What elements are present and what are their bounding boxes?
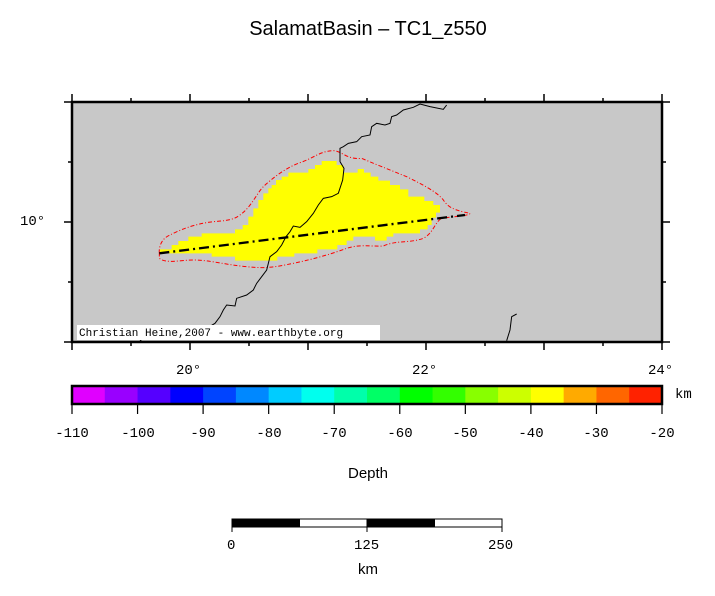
scale-bar — [231, 518, 503, 532]
basin-outline-contour — [158, 150, 471, 269]
colorbar-tick-label: -70 — [321, 426, 347, 442]
basin-depth-fill — [159, 160, 440, 261]
colorbar-bin — [563, 386, 597, 404]
colorbar-tick-label: -20 — [649, 426, 675, 442]
colorbar-tick-label: -90 — [190, 426, 216, 442]
scalebar-segment — [231, 518, 300, 528]
colorbar-bin — [596, 386, 630, 404]
colorbar-bin — [334, 386, 368, 404]
colorbar-bin — [399, 386, 434, 404]
scalebar-unit: km — [358, 561, 378, 578]
lat-label-10: 10° — [20, 214, 46, 230]
scalebar-segment — [366, 518, 435, 528]
country-border-east — [506, 313, 517, 341]
lon-label-24: 24° — [648, 363, 674, 379]
lon-label-22: 22° — [412, 363, 438, 379]
colorbar-bin — [104, 386, 139, 404]
colorbar-tick-label: -100 — [121, 426, 155, 442]
colorbar-unit: km — [675, 387, 692, 403]
colorbar-bin — [498, 386, 532, 404]
colorbar-label: Depth — [347, 465, 389, 482]
colorbar-bin — [629, 386, 663, 404]
colorbar-bin — [530, 386, 565, 404]
colorbar-tick-label: -40 — [518, 426, 544, 442]
colorbar-tick-label: -50 — [452, 426, 478, 442]
colorbar-bin — [301, 386, 335, 404]
colorbar — [70, 384, 664, 414]
credit-background — [77, 325, 380, 340]
scalebar-label-250: 250 — [488, 538, 514, 554]
colorbar-tick-label: -60 — [387, 426, 413, 442]
colorbar-tick-label: -110 — [55, 426, 89, 442]
colorbar-tick-label: -30 — [583, 426, 609, 442]
scalebar-label-125: 125 — [354, 538, 380, 554]
colorbar-bin — [72, 386, 106, 404]
colorbar-bin — [268, 386, 302, 404]
colorbar-bin — [170, 386, 204, 404]
colorbar-bin — [235, 386, 270, 404]
colorbar-bin — [432, 386, 466, 404]
colorbar-bin — [465, 386, 499, 404]
country-border — [139, 103, 448, 342]
colorbar-bin — [203, 386, 237, 404]
scalebar-label-0: 0 — [227, 538, 236, 554]
scalebar-segment — [299, 518, 368, 528]
cross-section-profile-line — [159, 213, 466, 255]
map-ticks — [64, 94, 670, 350]
colorbar-bin — [367, 386, 401, 404]
colorbar-bin — [137, 386, 171, 404]
lon-label-20: 20° — [176, 363, 202, 379]
colorbar-frame — [70, 384, 664, 406]
map-title: SalamatBasin – TC1_z550 — [249, 18, 487, 40]
credit-text: Christian Heine,2007 - www.earthbyte.org — [79, 328, 343, 340]
scalebar-segment — [434, 518, 503, 528]
colorbar-tick-label: -80 — [256, 426, 282, 442]
